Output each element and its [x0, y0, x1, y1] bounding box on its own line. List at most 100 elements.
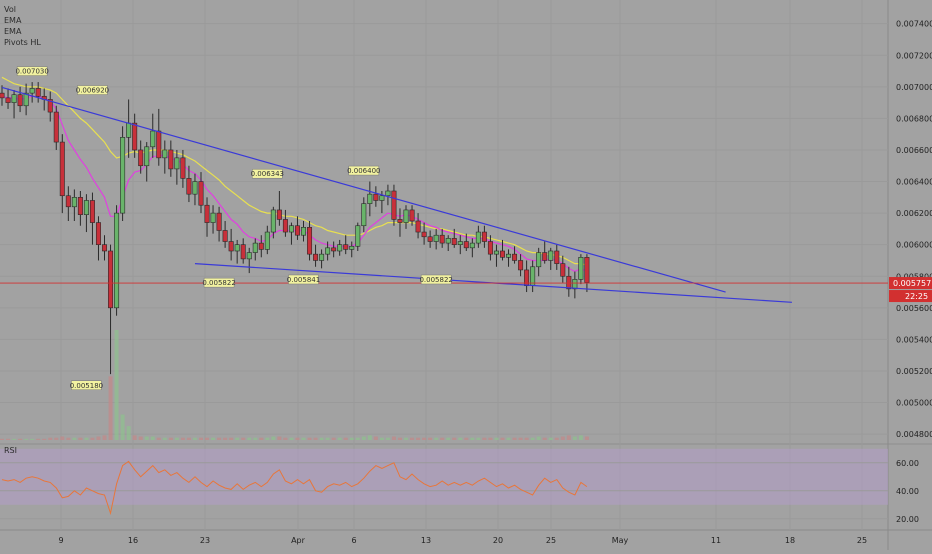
volume-bar — [205, 437, 210, 440]
volume-bar — [554, 437, 559, 440]
volume-bar — [289, 437, 294, 440]
volume-bar — [512, 437, 517, 440]
volume-bar — [548, 437, 553, 440]
candle-body — [162, 149, 168, 159]
candle-body — [29, 88, 35, 94]
candle-body — [451, 238, 457, 245]
candle-body — [397, 219, 403, 223]
candle-body — [240, 244, 246, 260]
price-tick-label: 0.005400 — [896, 335, 932, 344]
volume-bar — [367, 435, 372, 440]
volume-bar — [283, 437, 288, 440]
candle-body — [300, 227, 306, 236]
candle-body — [35, 88, 41, 97]
pivot-label: 0.005822 — [202, 279, 235, 287]
volume-bar — [560, 436, 565, 440]
time-tick-label: 13 — [421, 536, 431, 545]
price-tick-label: 0.005600 — [896, 304, 932, 313]
volume-bar — [30, 438, 35, 440]
indicator-vol[interactable]: Vol — [4, 5, 16, 14]
indicator-ema-2[interactable]: EMA — [4, 27, 22, 36]
resistance-trendline — [1, 86, 726, 293]
candle-body — [252, 242, 258, 253]
volume-bar — [355, 437, 360, 440]
volume-bar — [84, 437, 89, 440]
volume-bar — [313, 437, 318, 440]
candle-body — [469, 242, 475, 249]
volume-bar — [476, 437, 481, 440]
volume-bar — [337, 437, 342, 440]
volume-bar — [584, 436, 589, 440]
candle-body — [114, 212, 120, 309]
pivot-label-bg — [77, 85, 108, 95]
candle-body — [367, 193, 373, 204]
candle-body — [572, 279, 578, 290]
volume-bar — [470, 437, 475, 440]
indicator-pivots[interactable]: Pivots HL — [4, 38, 41, 47]
price-tick-label: 0.007400 — [896, 20, 932, 29]
pivot-label-bg — [252, 168, 283, 179]
pivot-label-bg — [203, 277, 235, 288]
candle-body — [288, 225, 294, 233]
volume-bar — [416, 437, 421, 440]
pivot-label-bg — [71, 380, 102, 390]
pivot-label-bg — [288, 274, 319, 285]
candle-body — [234, 244, 240, 252]
volume-bar — [452, 437, 457, 440]
volume-bar — [464, 437, 469, 440]
candle-body — [216, 212, 222, 231]
volume-bar — [247, 437, 252, 440]
volume-bar — [530, 437, 535, 440]
candle-body — [120, 137, 126, 214]
time-tick-label: 23 — [200, 536, 210, 545]
candle-body — [192, 181, 198, 195]
price-tick-label: 0.006400 — [896, 178, 932, 187]
candle-body — [132, 122, 138, 151]
candle-body — [138, 149, 144, 167]
indicator-ema-1[interactable]: EMA — [4, 16, 22, 25]
price-tick-label: 0.007200 — [896, 51, 932, 60]
volume-bar — [434, 437, 439, 440]
volume-bar — [223, 437, 228, 440]
rsi-pane-label[interactable]: RSI — [4, 446, 17, 455]
volume-bar — [102, 435, 107, 440]
volume-bar — [482, 437, 487, 440]
price-tick-label: 0.006000 — [896, 241, 932, 250]
price-tag-bg — [889, 277, 932, 290]
candle-body — [144, 146, 150, 167]
pivot-label: 0.006400 — [347, 167, 380, 175]
rsi-tick-label: 60.00 — [896, 459, 919, 468]
pivot-label: 0.006343 — [251, 170, 284, 178]
volume-bar — [566, 435, 571, 440]
candle-body — [542, 252, 548, 261]
candle-body — [409, 209, 415, 222]
volume-bar — [0, 438, 4, 440]
volume-bar — [132, 435, 137, 440]
volume-bar — [397, 437, 402, 440]
volume-bar — [578, 435, 583, 440]
candle-body — [457, 241, 463, 245]
candle-body — [439, 234, 445, 244]
candle-body — [566, 275, 572, 290]
candle-body — [493, 250, 499, 255]
candle-body — [421, 231, 427, 238]
volume-bar — [241, 437, 246, 440]
candle-body — [186, 178, 192, 195]
volume-bar — [325, 437, 330, 440]
volume-bar — [180, 437, 185, 440]
volume-bar — [168, 437, 173, 440]
volume-bar — [446, 437, 451, 440]
volume-bar — [428, 437, 433, 440]
candle-body — [427, 236, 433, 242]
candle-body — [108, 250, 114, 309]
volume-bar — [174, 437, 179, 440]
candle-body — [463, 241, 469, 249]
candle-body — [59, 141, 65, 197]
candle-body — [349, 245, 355, 250]
price-tick-label: 0.006800 — [896, 114, 932, 123]
volume-bar — [126, 426, 131, 440]
volume-bar — [150, 436, 155, 440]
volume-bar — [259, 437, 264, 440]
